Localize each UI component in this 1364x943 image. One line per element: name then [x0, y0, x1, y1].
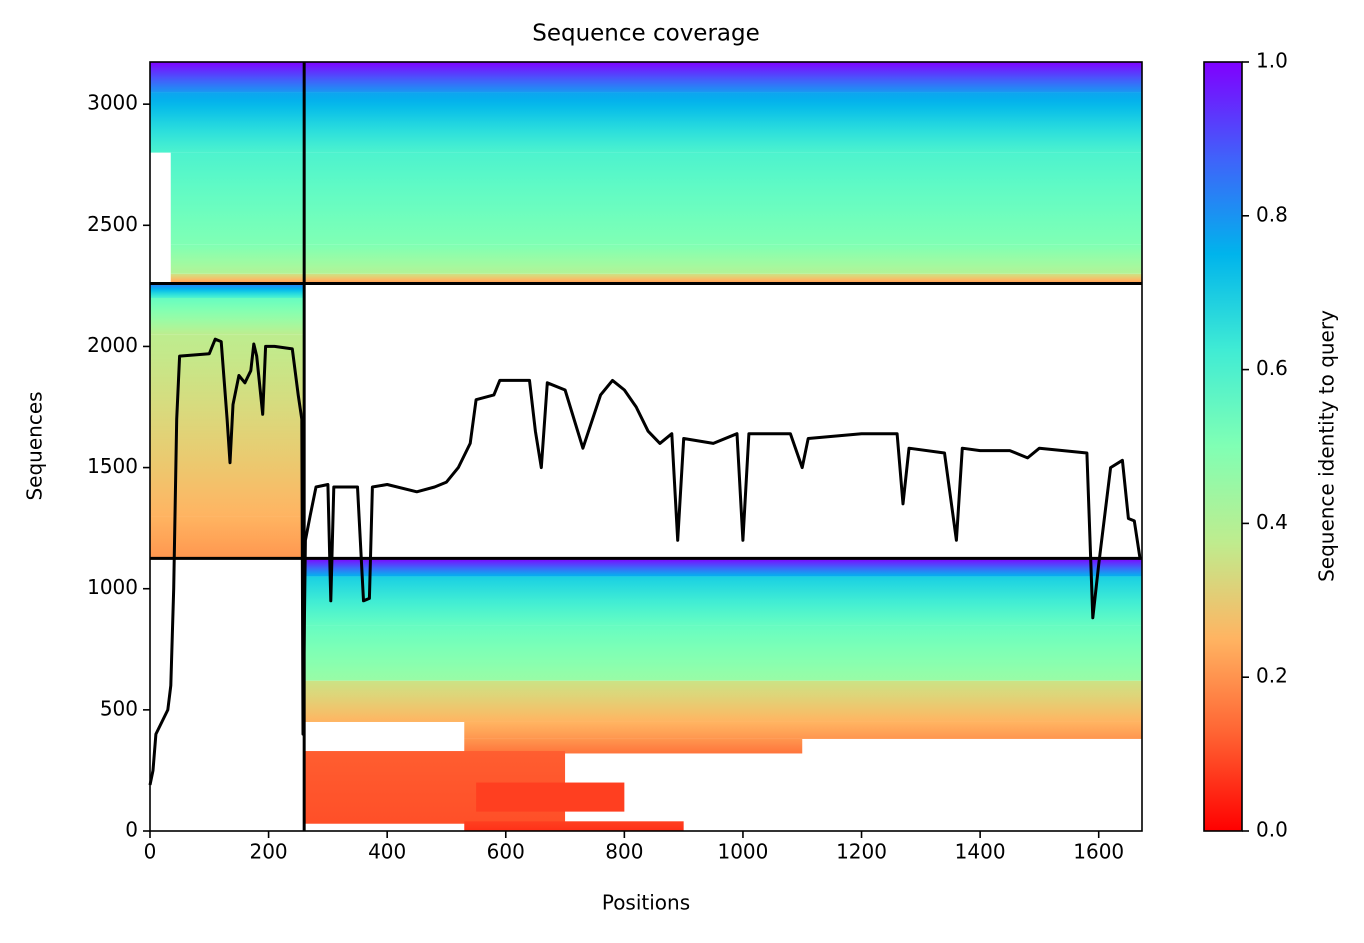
y-axis-label: Sequences: [23, 391, 47, 500]
coverage-block: [150, 92, 1142, 153]
coverage-block: [150, 297, 305, 335]
colorbar-tick-label: 0.0: [1256, 818, 1288, 842]
colorbar-tick-label: 0.6: [1256, 356, 1288, 380]
coverage-block: [476, 782, 625, 812]
coverage-block: [304, 625, 1143, 681]
coverage-block: [464, 821, 684, 831]
x-tick-label: 200: [249, 840, 287, 864]
x-tick-label: 0: [144, 840, 157, 864]
coverage-block: [464, 738, 803, 754]
y-tick-label: 1000: [87, 575, 138, 599]
colorbar-label: Sequence identity to query: [1315, 310, 1339, 582]
x-tick-label: 1600: [1073, 840, 1124, 864]
coverage-block: [170, 273, 1142, 284]
x-tick-label: 1000: [717, 840, 768, 864]
coverage-block: [304, 576, 1143, 626]
y-tick-label: 2500: [87, 212, 138, 236]
x-tick-label: 1400: [955, 840, 1006, 864]
y-tick-label: 2000: [87, 333, 138, 357]
chart-title: Sequence coverage: [532, 21, 760, 47]
y-tick-label: 500: [100, 696, 138, 720]
x-tick-label: 400: [368, 840, 406, 864]
coverage-block: [150, 283, 305, 298]
coverage-block: [464, 721, 1142, 739]
colorbar-tick-label: 1.0: [1256, 49, 1288, 73]
x-axis-label: Positions: [602, 891, 690, 915]
colorbar: [1203, 61, 1243, 832]
x-tick-label: 800: [605, 840, 643, 864]
colorbar-tick-label: 0.2: [1256, 664, 1288, 688]
y-tick-label: 1500: [87, 454, 138, 478]
x-tick-label: 600: [487, 840, 525, 864]
colorbar-tick-label: 0.8: [1256, 202, 1288, 226]
x-tick-label: 1200: [836, 840, 887, 864]
y-tick-label: 3000: [87, 91, 138, 115]
plot-frame: [149, 61, 1143, 832]
coverage-block: [170, 244, 1142, 274]
y-tick-label: 0: [125, 818, 138, 842]
coverage-block: [150, 62, 1142, 93]
coverage-block: [170, 152, 1142, 245]
coverage-line: [148, 337, 1142, 786]
coverage-block: [304, 680, 1143, 722]
colorbar-tick-label: 0.4: [1256, 510, 1288, 534]
coverage-block: [304, 558, 1143, 577]
